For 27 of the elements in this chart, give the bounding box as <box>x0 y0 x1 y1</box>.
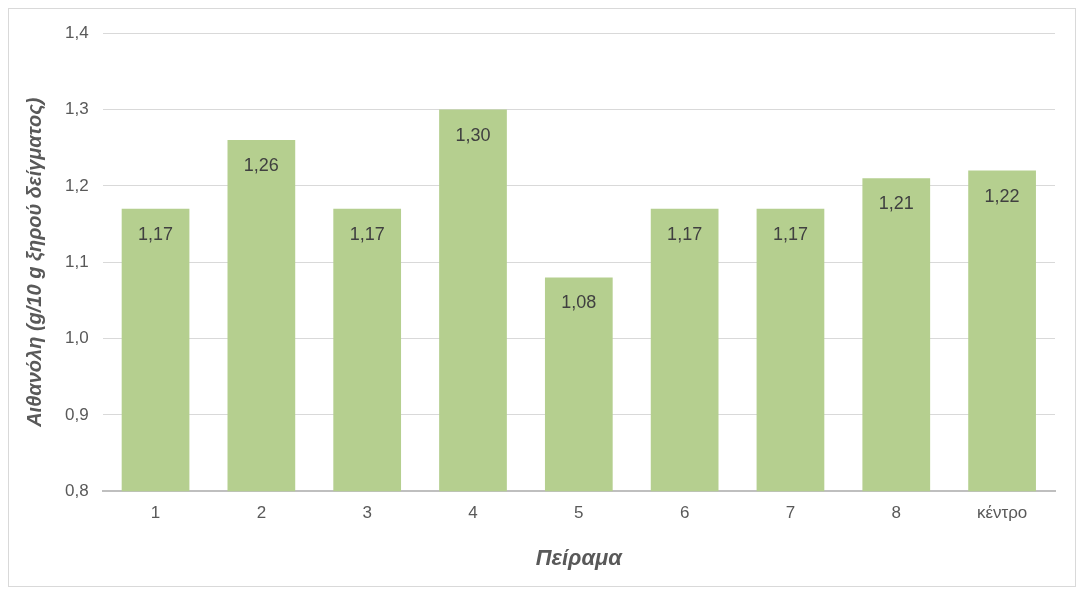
y-axis-title: Αιθανόλη (g/10 g ξηρού δείγματος) <box>22 97 46 428</box>
data-label: 1,17 <box>772 223 808 244</box>
data-label: 1,17 <box>138 223 174 244</box>
y-tick-label: 0,8 <box>64 480 89 500</box>
y-tick-label: 0,9 <box>64 404 89 424</box>
x-axis-title: Πείραμα <box>535 544 624 570</box>
x-tick-label: 1 <box>150 503 161 523</box>
x-tick-label: 8 <box>891 503 902 523</box>
data-label: 1,30 <box>455 124 491 145</box>
x-tick-label: κέντρο <box>976 503 1028 523</box>
x-tick-label: 3 <box>362 503 372 523</box>
x-tick-label: 5 <box>574 503 584 523</box>
data-label: 1,22 <box>984 185 1020 206</box>
data-label: 1,17 <box>667 223 703 244</box>
y-tick-label: 1,3 <box>64 99 89 119</box>
data-label: 1,08 <box>561 292 597 313</box>
x-tick-label: 2 <box>256 503 267 523</box>
y-tick-label: 1,0 <box>64 328 89 348</box>
y-tick-label: 1,2 <box>64 175 89 195</box>
x-tick-label: 7 <box>785 503 796 523</box>
data-label: 1,17 <box>349 223 385 244</box>
y-tick-label: 1,4 <box>64 22 89 42</box>
x-tick-label: 6 <box>679 503 690 523</box>
data-label: 1,21 <box>878 193 914 214</box>
x-tick-label: 4 <box>468 503 478 523</box>
y-tick-label: 1,1 <box>64 251 89 271</box>
data-label: 1,26 <box>243 155 279 176</box>
